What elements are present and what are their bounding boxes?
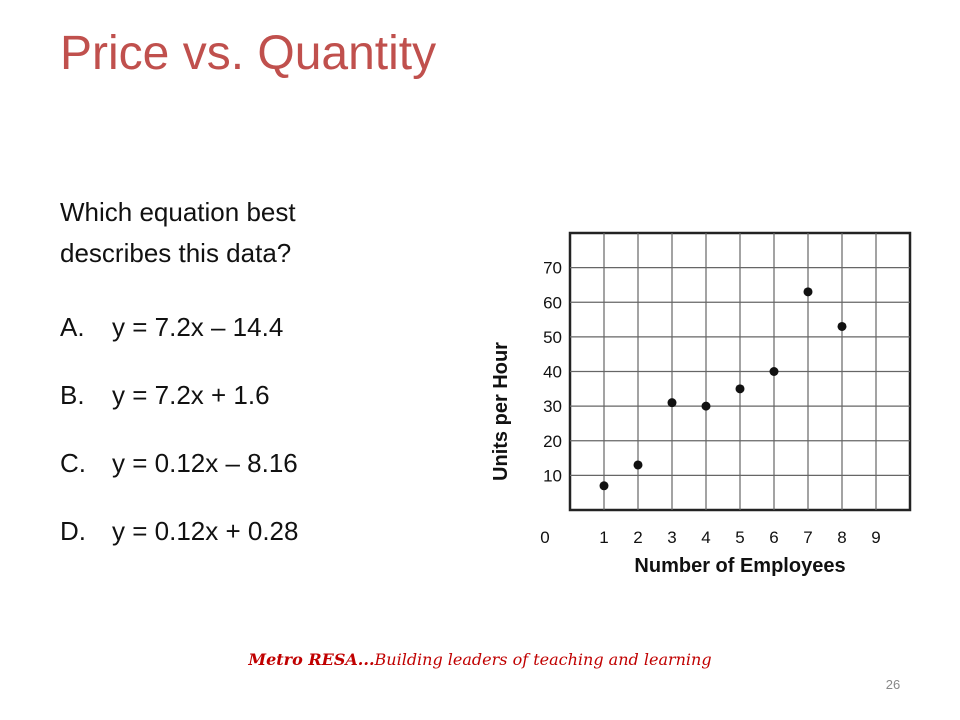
data-point: [803, 287, 813, 297]
data-point: [667, 398, 677, 408]
data-point: [701, 401, 711, 411]
x-tick-label: 8: [837, 528, 846, 547]
option-b: B. y = 7.2x + 1.6: [60, 380, 298, 414]
y-tick-label: 30: [543, 397, 562, 416]
option-a: A. y = 7.2x – 14.4: [60, 312, 298, 346]
option-letter: D.: [60, 516, 86, 546]
option-c: C. y = 0.12x – 8.16: [60, 448, 298, 482]
x-axis-label: Number of Employees: [634, 555, 845, 577]
option-letter: C.: [60, 448, 86, 478]
x-tick-label: 3: [667, 528, 676, 547]
y-tick-label: 40: [543, 363, 562, 382]
origin-label: 0: [540, 528, 549, 547]
scatter-chart: 10 20 30 40 50 60 70 1 2 3 4 5 6 7 8 9 0 Number of Employ…: [490, 231, 912, 577]
data-point: [633, 460, 643, 470]
footer-brand: Metro RESA...: [248, 650, 375, 669]
x-tick-label: 1: [599, 528, 608, 547]
y-axis-label: Units per Hour: [490, 342, 512, 481]
x-tick-label: 9: [871, 528, 880, 547]
y-tick-label: 60: [543, 293, 562, 312]
data-point: [837, 321, 847, 331]
option-letter: B.: [60, 380, 85, 410]
footer-tagline: Metro RESA...Building leaders of teachin…: [0, 650, 960, 669]
option-text: y = 0.12x + 0.28: [112, 516, 299, 546]
data-point: [735, 384, 745, 394]
data-point: [599, 481, 609, 491]
y-tick-label: 10: [543, 466, 562, 485]
option-text: y = 7.2x – 14.4: [112, 312, 284, 342]
option-d: D. y = 0.12x + 0.28: [60, 516, 298, 550]
x-tick-label: 7: [803, 528, 812, 547]
x-tick-label: 5: [735, 528, 744, 547]
option-text: y = 7.2x + 1.6: [112, 380, 270, 410]
option-letter: A.: [60, 312, 85, 342]
x-tick-label: 2: [633, 528, 642, 547]
footer-tagline-text: Building leaders of teaching and learnin…: [374, 650, 712, 669]
y-tick-label: 20: [543, 432, 562, 451]
x-tick-label: 4: [701, 528, 710, 547]
page-number: 26: [885, 677, 901, 692]
data-point: [769, 367, 779, 376]
y-tick-label: 70: [543, 259, 562, 278]
option-text: y = 0.12x – 8.16: [112, 448, 298, 478]
question-text: Which equation best describes this data?: [60, 197, 296, 268]
slide-title: Price vs. Quantity: [60, 27, 437, 80]
y-tick-label: 50: [543, 328, 562, 347]
answer-options: A. y = 7.2x – 14.4 B. y = 7.2x + 1.6 C. …: [60, 312, 298, 584]
x-tick-label: 6: [769, 528, 778, 547]
